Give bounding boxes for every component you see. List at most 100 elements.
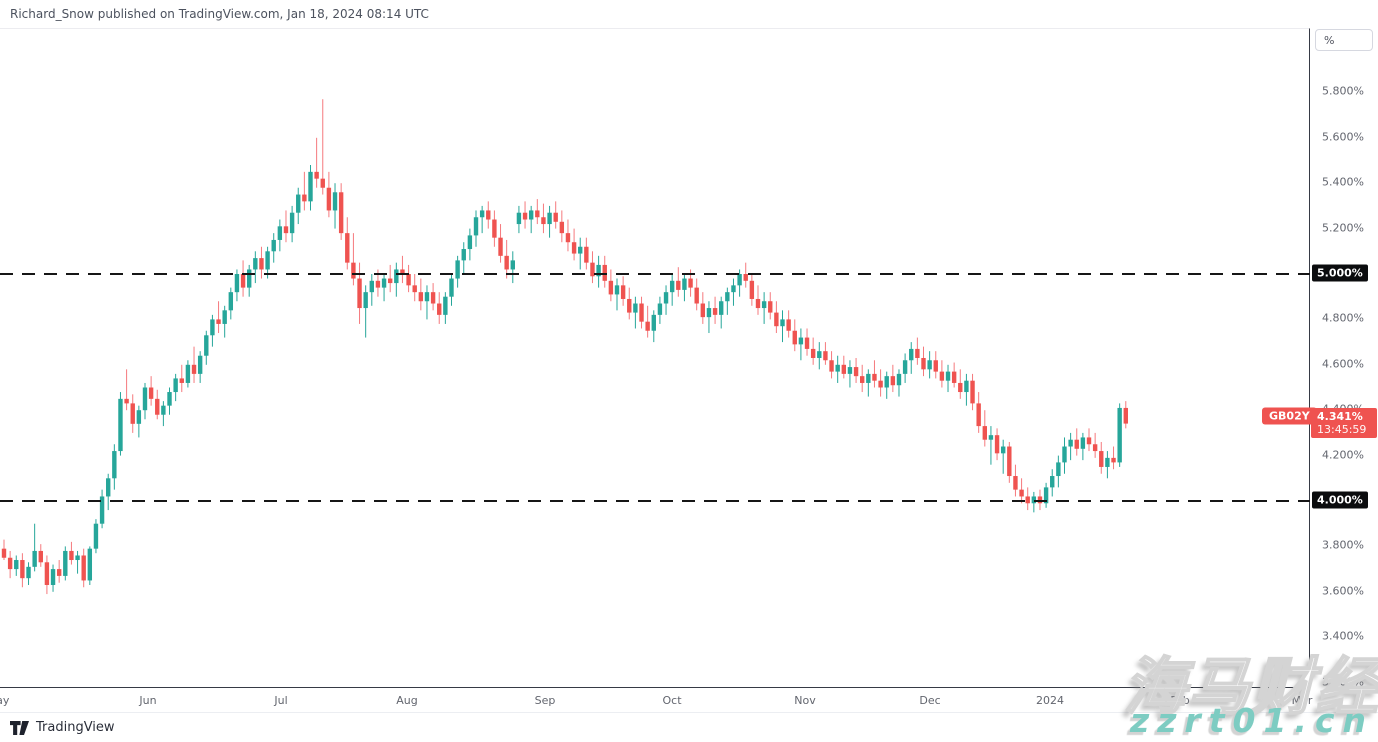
- candle: [351, 262, 356, 279]
- candle: [387, 278, 393, 284]
- tradingview-logo-icon[interactable]: [10, 720, 29, 736]
- candle: [516, 212, 522, 225]
- candle: [890, 376, 896, 386]
- candle: [547, 212, 552, 225]
- candle: [345, 233, 350, 263]
- candle: [394, 269, 399, 284]
- candle: [443, 296, 448, 315]
- candle: [725, 292, 730, 302]
- candle: [528, 210, 534, 220]
- candle: [320, 178, 325, 188]
- level-price-badge: 5.000%: [1312, 264, 1368, 282]
- candle: [179, 378, 184, 383]
- candle: [565, 233, 571, 243]
- candle: [988, 435, 994, 440]
- candle: [657, 303, 663, 315]
- candle: [737, 274, 742, 286]
- chart-plot-area[interactable]: [0, 28, 1310, 688]
- price-tick-label: 4.800%: [1322, 311, 1364, 325]
- candle: [418, 292, 424, 302]
- candle: [1031, 496, 1037, 504]
- candle: [896, 373, 902, 386]
- candle: [161, 405, 166, 415]
- candle: [1123, 407, 1128, 424]
- candle: [798, 337, 804, 345]
- candle: [853, 367, 859, 377]
- price-tick-label: 5.400%: [1322, 175, 1364, 189]
- candle: [608, 280, 614, 295]
- price-tick-label: 4.200%: [1322, 448, 1364, 462]
- candle: [197, 355, 203, 374]
- time-tick-label: Feb: [1170, 694, 1190, 707]
- candle: [75, 555, 80, 561]
- candle: [400, 269, 405, 274]
- candle: [430, 292, 436, 304]
- candle: [106, 478, 111, 497]
- candle: [1092, 444, 1098, 452]
- candle: [69, 550, 74, 561]
- candle: [639, 303, 644, 322]
- candle: [467, 235, 473, 250]
- candle: [804, 337, 810, 349]
- candle: [1013, 476, 1018, 490]
- candle: [1050, 476, 1055, 488]
- candle: [578, 246, 583, 254]
- candle: [369, 280, 374, 293]
- candle: [682, 278, 687, 290]
- candle: [964, 380, 969, 393]
- candle: [112, 451, 117, 479]
- candle: [1043, 487, 1049, 504]
- candle: [271, 239, 276, 252]
- candle: [26, 566, 31, 579]
- candle: [412, 285, 417, 293]
- candle: [841, 364, 847, 374]
- candle: [38, 550, 43, 563]
- candle: [173, 378, 178, 393]
- candle: [535, 210, 540, 218]
- candle: [994, 435, 1000, 454]
- candle: [455, 260, 460, 279]
- candle: [522, 212, 528, 220]
- candle: [296, 194, 301, 213]
- candle: [247, 269, 252, 288]
- candle: [786, 319, 791, 331]
- candle: [755, 298, 761, 309]
- candle: [492, 219, 497, 238]
- candle: [332, 192, 338, 211]
- candle: [651, 314, 656, 331]
- candle: [1019, 489, 1024, 497]
- time-axis[interactable]: May Jun Jul Aug Sep Oct Nov Dec 2024 Feb Mar: [0, 688, 1378, 712]
- candle: [1000, 446, 1006, 454]
- candle: [424, 292, 430, 302]
- watermark-chinese-text: 海马财经: [1123, 649, 1378, 724]
- candle: [1062, 446, 1067, 463]
- candle: [933, 360, 938, 372]
- candle: [1, 548, 7, 558]
- candle: [148, 387, 154, 399]
- candle: [872, 373, 877, 381]
- candle: [308, 171, 313, 202]
- candle: [706, 308, 712, 318]
- price-tick-label: 4.600%: [1322, 357, 1364, 371]
- candle: [958, 382, 963, 393]
- tradingview-brand-link[interactable]: TradingView: [36, 720, 115, 735]
- candle: [1025, 496, 1030, 504]
- candle: [847, 367, 853, 374]
- price-axis[interactable]: % 6.000%5.800%5.600%5.400%5.200%4.800%4.…: [1311, 28, 1378, 688]
- candle: [240, 274, 246, 288]
- candle: [314, 171, 319, 179]
- candle: [253, 258, 258, 270]
- candle: [216, 319, 221, 324]
- candle: [541, 217, 546, 225]
- candle: [860, 376, 865, 383]
- price-tick-label: 3.600%: [1322, 584, 1364, 598]
- price-scale-unit-button[interactable]: %: [1315, 29, 1373, 51]
- candle: [884, 376, 889, 388]
- candle: [289, 212, 295, 234]
- candles-svg: [0, 99, 1310, 595]
- candle: [20, 560, 25, 579]
- candle: [136, 410, 142, 424]
- candle: [694, 287, 699, 304]
- candle: [945, 371, 951, 381]
- candle: [676, 280, 681, 290]
